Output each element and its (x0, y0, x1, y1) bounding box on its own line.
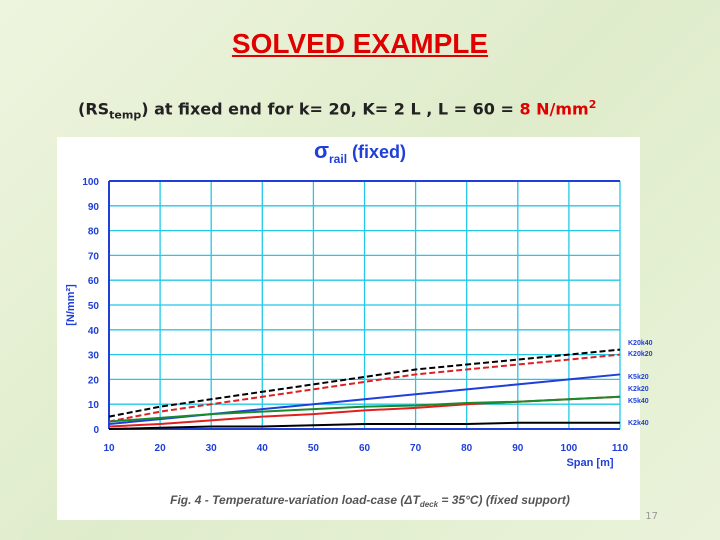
legend-label: K20k20 (628, 351, 653, 358)
caption-part: Fig. 4 - Temperature-variation load-case… (170, 493, 406, 507)
slide-subtitle: (RStemp) at fixed end for k= 20, K= 2 L … (78, 98, 596, 122)
legend-label: K5k20 (628, 374, 649, 381)
y-tick-label: 10 (88, 400, 100, 411)
x-tick-label: 20 (155, 443, 167, 454)
y-tick-label: 40 (88, 326, 100, 337)
x-tick-label: 40 (257, 443, 269, 454)
title-sub: rail (329, 152, 347, 166)
y-tick-label: 100 (82, 177, 99, 188)
slide-title: SOLVED EXAMPLE (231, 28, 489, 59)
x-tick-label: 110 (612, 443, 629, 454)
page-number: 17 (645, 511, 658, 522)
subtitle-sup: 2 (588, 98, 597, 111)
y-tick-label: 0 (93, 425, 99, 436)
legend-label: K20k40 (628, 340, 653, 347)
subtitle-part: ) at fixed end for k= 20, K= 2 L , L = 6… (141, 99, 520, 119)
y-tick-label: 50 (88, 301, 100, 312)
title-rest: (fixed) (347, 142, 406, 162)
y-tick-label: 90 (88, 202, 100, 213)
legend-label: K5k40 (628, 398, 649, 405)
x-tick-label: 80 (461, 443, 473, 454)
y-tick-label: 60 (88, 276, 100, 287)
caption-part: ΔT (403, 493, 421, 507)
series-line (108, 348, 621, 418)
caption-part: = 35°C) (fixed support) (438, 493, 570, 507)
chart-title: σrail (fixed) (314, 138, 406, 166)
x-tick-label: 50 (308, 443, 320, 454)
x-tick-label: 10 (103, 443, 115, 454)
chart-caption: Fig. 4 - Temperature-variation load-case… (170, 493, 570, 509)
caption-sub: deck (420, 500, 439, 509)
legend-label: K2k40 (628, 420, 649, 427)
legend-label: K2k20 (628, 386, 649, 393)
subtitle-value: 8 N/mm (519, 99, 589, 119)
title-sigma: σ (314, 138, 329, 163)
series-line (108, 353, 621, 423)
subtitle-sub: temp (109, 108, 142, 122)
x-tick-label: 90 (512, 443, 524, 454)
x-tick-label: 70 (410, 443, 422, 454)
y-tick-label: 20 (88, 375, 100, 386)
x-tick-label: 60 (359, 443, 371, 454)
x-axis-label: Span [m] (566, 457, 613, 469)
subtitle-part: (RS (78, 99, 110, 119)
y-tick-label: 30 (88, 351, 100, 362)
y-tick-label: 80 (88, 227, 100, 238)
series-line (108, 395, 621, 423)
x-tick-label: 30 (206, 443, 218, 454)
y-tick-label: 70 (88, 251, 100, 262)
series-line (108, 421, 620, 430)
y-axis-label: [N/mm²] (65, 284, 77, 326)
x-tick-label: 100 (561, 443, 578, 454)
chart-panel (57, 137, 640, 520)
